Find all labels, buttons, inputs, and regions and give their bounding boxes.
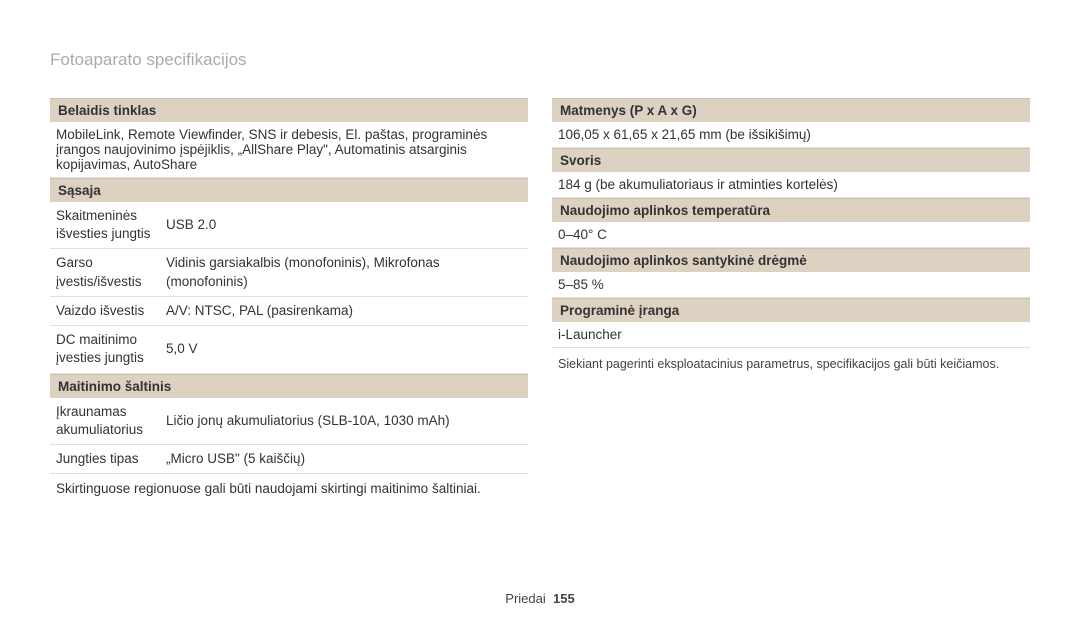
row-value: 5,0 V xyxy=(166,340,522,358)
right-column: Matmenys (P x A x G) 106,05 x 61,65 x 21… xyxy=(552,98,1030,499)
page-footer: Priedai 155 xyxy=(0,591,1080,606)
page-title: Fotoaparato specifikacijos xyxy=(50,50,1030,70)
row-value: A/V: NTSC, PAL (pasirenkama) xyxy=(166,302,522,320)
row-label: Skaitmeninės išvesties jungtis xyxy=(56,207,166,243)
power-note: Skirtinguose regionuose gali būti naudoj… xyxy=(50,474,528,499)
humidity-value: 5–85 % xyxy=(552,272,1030,298)
disclaimer-note: Siekiant pagerinti eksploatacinius param… xyxy=(552,348,1030,374)
table-row: Skaitmeninės išvesties jungtis USB 2.0 xyxy=(50,202,528,249)
row-label: DC maitinimo įvesties jungtis xyxy=(56,331,166,367)
header-humidity: Naudojimo aplinkos santykinė drėgmė xyxy=(552,248,1030,272)
header-wireless: Belaidis tinklas xyxy=(50,98,528,122)
header-dimensions: Matmenys (P x A x G) xyxy=(552,98,1030,122)
row-value: Ličio jonų akumuliatorius (SLB-10A, 1030… xyxy=(166,412,522,430)
row-label: Garso įvestis/išvestis xyxy=(56,254,166,290)
weight-value: 184 g (be akumuliatoriaus ir atminties k… xyxy=(552,172,1030,198)
footer-page: 155 xyxy=(553,591,575,606)
row-value: „Micro USB" (5 kaiščių) xyxy=(166,450,522,468)
spec-columns: Belaidis tinklas MobileLink, Remote View… xyxy=(50,98,1030,499)
row-value: USB 2.0 xyxy=(166,216,522,234)
table-row: Vaizdo išvestis A/V: NTSC, PAL (pasirenk… xyxy=(50,297,528,326)
header-interface: Sąsaja xyxy=(50,178,528,202)
table-row: Jungties tipas „Micro USB" (5 kaiščių) xyxy=(50,445,528,474)
header-temp: Naudojimo aplinkos temperatūra xyxy=(552,198,1030,222)
header-software: Programinė įranga xyxy=(552,298,1030,322)
row-label: Jungties tipas xyxy=(56,450,166,468)
footer-label: Priedai xyxy=(505,591,545,606)
left-column: Belaidis tinklas MobileLink, Remote View… xyxy=(50,98,528,499)
header-weight: Svoris xyxy=(552,148,1030,172)
table-row: Garso įvestis/išvestis Vidinis garsiakal… xyxy=(50,249,528,296)
software-value: i-Launcher xyxy=(552,322,1030,348)
temp-value: 0–40° C xyxy=(552,222,1030,248)
wireless-value: MobileLink, Remote Viewfinder, SNS ir de… xyxy=(50,122,528,178)
header-power: Maitinimo šaltinis xyxy=(50,374,528,398)
row-label: Įkraunamas akumuliatorius xyxy=(56,403,166,439)
table-row: Įkraunamas akumuliatorius Ličio jonų aku… xyxy=(50,398,528,445)
table-row: DC maitinimo įvesties jungtis 5,0 V xyxy=(50,326,528,373)
row-value: Vidinis garsiakalbis (monofoninis), Mikr… xyxy=(166,254,522,290)
row-label: Vaizdo išvestis xyxy=(56,302,166,320)
dimensions-value: 106,05 x 61,65 x 21,65 mm (be išsikišimų… xyxy=(552,122,1030,148)
